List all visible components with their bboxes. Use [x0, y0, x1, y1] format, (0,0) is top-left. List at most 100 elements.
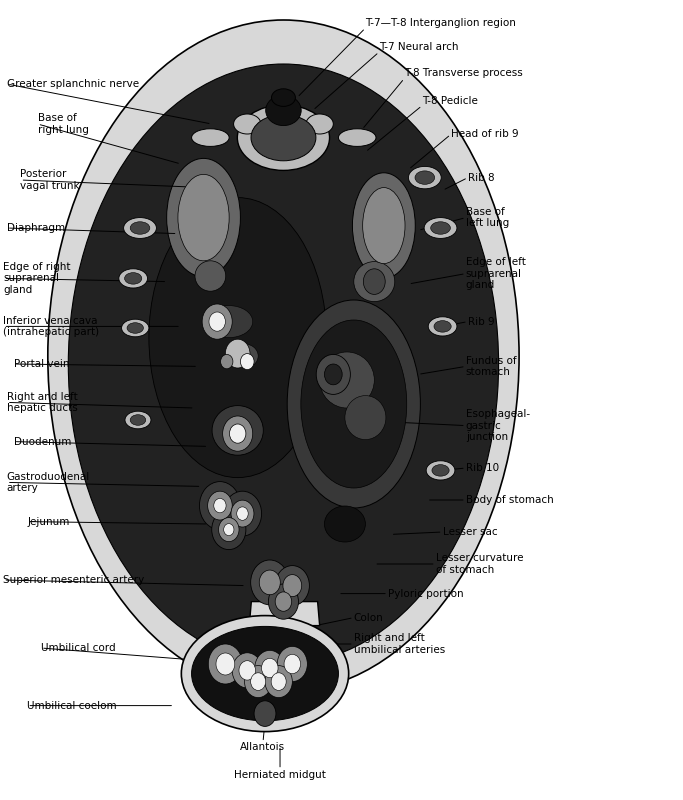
Circle shape — [208, 491, 232, 520]
Text: Diaphragm: Diaphragm — [7, 223, 65, 233]
Circle shape — [225, 339, 250, 368]
Ellipse shape — [122, 319, 149, 337]
Circle shape — [283, 574, 302, 597]
Text: Posterior
vagal trunk: Posterior vagal trunk — [20, 170, 80, 190]
Circle shape — [216, 653, 235, 675]
Ellipse shape — [48, 20, 519, 692]
Text: T-7 Neural arch: T-7 Neural arch — [379, 42, 458, 52]
Ellipse shape — [130, 222, 150, 234]
Ellipse shape — [266, 95, 301, 126]
Text: Right and left
hepatic ducts: Right and left hepatic ducts — [7, 391, 78, 413]
Text: Head of rib 9: Head of rib 9 — [451, 130, 518, 139]
Ellipse shape — [415, 171, 434, 184]
Circle shape — [223, 491, 262, 536]
Text: Base of
left lung: Base of left lung — [466, 207, 509, 229]
Ellipse shape — [272, 89, 295, 106]
Ellipse shape — [212, 406, 264, 455]
Ellipse shape — [301, 320, 407, 488]
Ellipse shape — [130, 414, 145, 426]
Circle shape — [229, 424, 246, 443]
Ellipse shape — [363, 188, 405, 264]
Ellipse shape — [127, 322, 143, 334]
Ellipse shape — [178, 174, 229, 261]
Ellipse shape — [428, 317, 457, 336]
Circle shape — [251, 560, 289, 605]
Ellipse shape — [434, 321, 451, 332]
Ellipse shape — [324, 506, 365, 542]
Circle shape — [275, 592, 292, 611]
Text: Rib 9: Rib 9 — [468, 317, 494, 326]
Ellipse shape — [119, 269, 148, 288]
Circle shape — [255, 650, 285, 686]
Circle shape — [240, 354, 254, 370]
Circle shape — [237, 507, 248, 520]
Text: Umbilical coelom: Umbilical coelom — [27, 701, 117, 710]
Ellipse shape — [288, 300, 421, 508]
Ellipse shape — [125, 411, 151, 429]
Circle shape — [260, 570, 280, 594]
Text: Colon: Colon — [354, 613, 384, 622]
Text: Lesser sac: Lesser sac — [443, 527, 497, 537]
Text: T-8 Pedicle: T-8 Pedicle — [422, 96, 478, 106]
Circle shape — [232, 653, 262, 688]
Text: Greater splanchnic nerve: Greater splanchnic nerve — [7, 79, 139, 89]
Ellipse shape — [231, 344, 258, 368]
Circle shape — [316, 354, 350, 394]
Ellipse shape — [251, 114, 316, 161]
Circle shape — [275, 566, 309, 606]
Circle shape — [254, 701, 276, 726]
Circle shape — [239, 661, 255, 680]
Ellipse shape — [306, 114, 333, 134]
Ellipse shape — [238, 105, 330, 170]
Ellipse shape — [182, 616, 349, 731]
Circle shape — [199, 482, 240, 530]
Polygon shape — [249, 602, 320, 626]
Text: Gastroduodenal
artery: Gastroduodenal artery — [7, 471, 90, 493]
Circle shape — [262, 658, 278, 678]
Ellipse shape — [352, 173, 415, 278]
Text: Base of
right lung: Base of right lung — [38, 114, 88, 134]
Ellipse shape — [205, 306, 253, 338]
Ellipse shape — [354, 262, 395, 302]
Circle shape — [363, 269, 385, 294]
Text: T-7—T-8 Interganglion region: T-7—T-8 Interganglion region — [365, 18, 516, 28]
Circle shape — [208, 644, 242, 684]
Circle shape — [202, 304, 232, 339]
Circle shape — [231, 500, 254, 527]
Circle shape — [265, 666, 292, 698]
Text: Lesser curvature
of stomach: Lesser curvature of stomach — [436, 554, 523, 574]
Text: Edge of left
suprarenal
gland: Edge of left suprarenal gland — [466, 257, 526, 290]
Text: Edge of right
suprarenal
gland: Edge of right suprarenal gland — [3, 262, 71, 295]
Circle shape — [223, 416, 253, 451]
Ellipse shape — [424, 218, 457, 238]
Ellipse shape — [234, 114, 261, 134]
Ellipse shape — [426, 461, 455, 480]
Ellipse shape — [345, 396, 386, 440]
Ellipse shape — [124, 218, 156, 238]
Text: T-8 Transverse process: T-8 Transverse process — [404, 68, 523, 78]
Circle shape — [209, 312, 225, 331]
Circle shape — [224, 523, 234, 536]
Ellipse shape — [195, 261, 225, 291]
Ellipse shape — [191, 626, 339, 721]
Ellipse shape — [320, 352, 374, 408]
Circle shape — [221, 354, 233, 369]
Ellipse shape — [191, 129, 229, 146]
Text: Allantois: Allantois — [240, 742, 285, 752]
Ellipse shape — [408, 166, 441, 189]
Ellipse shape — [124, 273, 142, 284]
Text: Pyloric portion: Pyloric portion — [388, 589, 464, 598]
Circle shape — [251, 673, 266, 690]
Circle shape — [271, 673, 286, 690]
Text: Rib 10: Rib 10 — [466, 463, 499, 473]
Circle shape — [212, 510, 246, 550]
Text: Herniated midgut: Herniated midgut — [234, 770, 326, 779]
Text: Superior mesenteric artery: Superior mesenteric artery — [3, 575, 145, 585]
Circle shape — [268, 584, 298, 619]
Circle shape — [284, 654, 301, 674]
Text: Rib 8: Rib 8 — [468, 173, 494, 182]
Text: Body of stomach: Body of stomach — [466, 495, 553, 505]
Ellipse shape — [432, 465, 449, 476]
Ellipse shape — [68, 64, 499, 664]
Circle shape — [219, 518, 239, 542]
